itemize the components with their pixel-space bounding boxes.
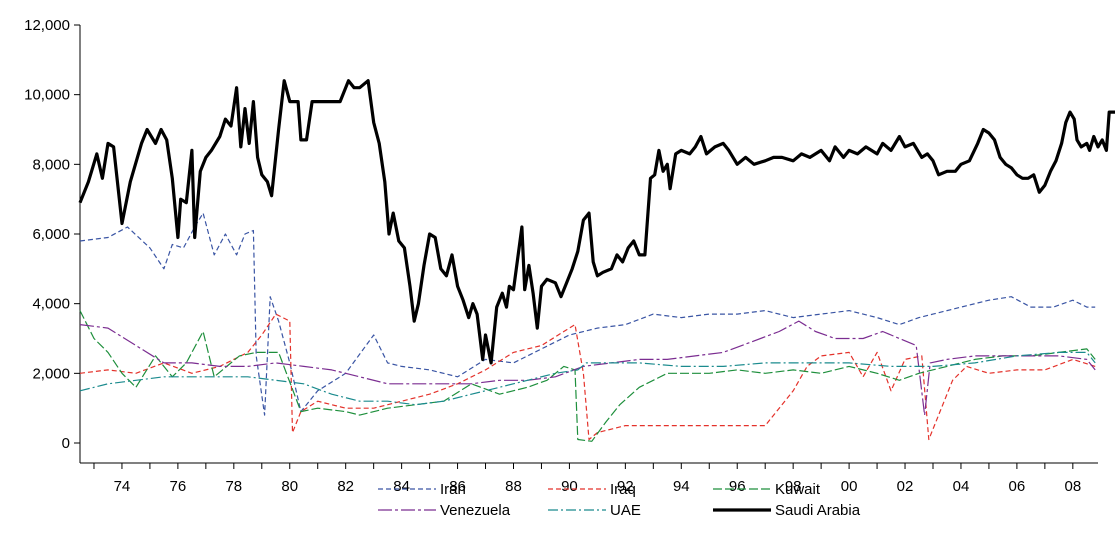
x-tick-label: 04 <box>953 478 970 495</box>
legend-label-iran: Iran <box>440 481 466 498</box>
x-tick-label: 98 <box>785 478 802 495</box>
y-tick-label: 12,000 <box>24 17 70 34</box>
x-tick-label: 74 <box>114 478 131 495</box>
x-tick-label: 84 <box>393 478 410 495</box>
x-axis: 74 76 78 80 82 84 86 88 90 92 94 96 98 00 02 04 06 08 <box>80 462 1098 495</box>
legend-label-saudi-arabia: Saudi Arabia <box>775 502 861 519</box>
x-tick-label: 08 <box>1064 478 1081 495</box>
x-tick-label: 94 <box>673 478 690 495</box>
legend: Iran Iraq Kuwait Venezuela UAE Saudi Arabia <box>378 481 861 519</box>
x-tick-label: 80 <box>281 478 298 495</box>
series-line-iran <box>79 212 1096 416</box>
x-tick-label: 06 <box>1009 478 1026 495</box>
y-tick-label: 10,000 <box>24 87 70 104</box>
series-line-venezuela <box>79 320 1096 416</box>
x-tick-label: 02 <box>897 478 914 495</box>
series-line-saudi-arabia <box>78 79 1115 365</box>
x-tick-label: 76 <box>170 478 187 495</box>
legend-label-venezuela: Venezuela <box>440 502 511 519</box>
series-line-iraq <box>79 313 1096 441</box>
x-tick-label: 90 <box>561 478 578 495</box>
legend-label-uae: UAE <box>610 502 641 519</box>
x-tick-label: 78 <box>225 478 242 495</box>
x-tick-label: 00 <box>841 478 858 495</box>
x-tick-label: 88 <box>505 478 522 495</box>
series-line-kuwait <box>79 310 1096 442</box>
x-tick-label: 96 <box>729 478 746 495</box>
y-tick-label: 8,000 <box>32 156 70 173</box>
x-tick-label: 92 <box>617 478 634 495</box>
y-tick-label: 4,000 <box>32 296 70 313</box>
y-tick-label: 2,000 <box>32 365 70 382</box>
y-tick-label: 6,000 <box>32 226 70 243</box>
series-line-uae <box>79 351 1096 406</box>
legend-label-iraq: Iraq <box>610 481 636 498</box>
y-axis: 0 2,000 4,000 6,000 8,000 10,000 12,000 <box>24 17 81 463</box>
series-lines <box>78 79 1115 442</box>
legend-label-kuwait: Kuwait <box>775 481 821 498</box>
x-tick-label: 86 <box>449 478 466 495</box>
y-tick-label: 0 <box>62 435 70 452</box>
x-tick-label: 82 <box>337 478 354 495</box>
